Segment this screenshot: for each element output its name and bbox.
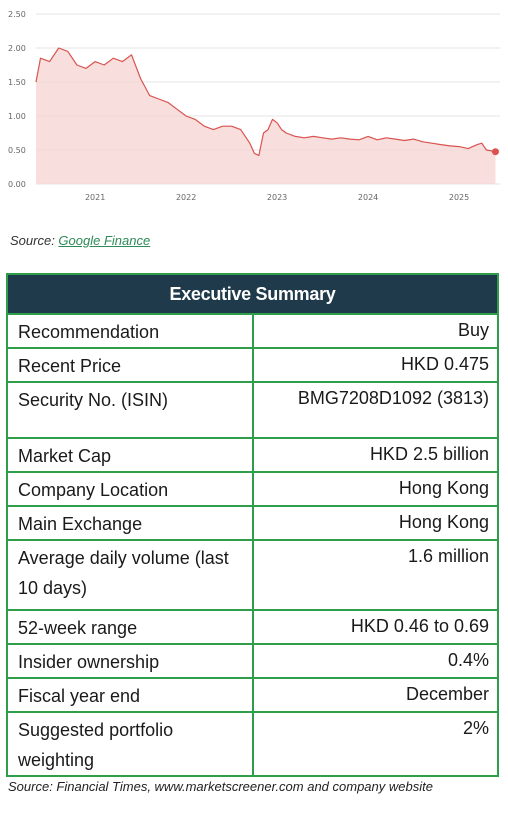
row-value-52-week-range: HKD 0.46 to 0.69 <box>251 609 499 645</box>
row-value-average-daily-volume: 1.6 million <box>251 539 499 611</box>
table-row: Security No. (ISIN) BMG7208D1092 (3813) <box>6 381 499 439</box>
row-value-insider-ownership: 0.4% <box>251 643 499 679</box>
row-label-company-location: Company Location <box>6 471 254 507</box>
price-line <box>35 47 496 156</box>
row-value-recent-price: HKD 0.475 <box>251 347 499 383</box>
last-price-marker <box>491 148 499 156</box>
table-row: Company Location Hong Kong <box>6 471 499 507</box>
row-label-portfolio-weighting: Suggested portfolio weighting <box>6 711 254 777</box>
price-chart-svg: 0.00 0.50 1.00 1.50 2.00 2.50 2021 2022 2023 2024… <box>8 10 500 202</box>
row-label-recommendation: Recommendation <box>6 313 254 349</box>
table-row: Main Exchange Hong Kong <box>6 505 499 541</box>
y-tick-label: 2.00 <box>8 44 26 53</box>
row-label-52-week-range: 52-week range <box>6 609 254 645</box>
y-tick-label: 0.00 <box>8 180 26 189</box>
row-label-main-exchange: Main Exchange <box>6 505 254 541</box>
table-row: 52-week range HKD 0.46 to 0.69 <box>6 609 499 645</box>
y-tick-label: 2.50 <box>8 10 26 19</box>
x-tick-label: 2021 <box>85 193 105 202</box>
row-label-average-daily-volume: Average daily volume (last 10 days) <box>6 539 254 611</box>
table-row: Recent Price HKD 0.475 <box>6 347 499 383</box>
row-value-company-location: Hong Kong <box>251 471 499 507</box>
row-label-recent-price: Recent Price <box>6 347 254 383</box>
x-tick-label: 2023 <box>267 193 287 202</box>
google-finance-link[interactable]: Google Finance <box>58 233 151 248</box>
y-tick-label: 1.50 <box>8 78 26 87</box>
y-tick-label: 1.00 <box>8 112 26 121</box>
y-tick-label: 0.50 <box>8 146 26 155</box>
x-tick-label: 2022 <box>176 193 196 202</box>
row-value-main-exchange: Hong Kong <box>251 505 499 541</box>
row-label-market-cap: Market Cap <box>6 437 254 473</box>
row-label-isin: Security No. (ISIN) <box>6 381 254 439</box>
chart-source: Source: Google Finance <box>10 233 150 248</box>
table-row: Market Cap HKD 2.5 billion <box>6 437 499 473</box>
price-chart: 0.00 0.50 1.00 1.50 2.00 2.50 2021 2022 2023 2024… <box>0 0 508 210</box>
table-row: Fiscal year end December <box>6 677 499 713</box>
table-row: Average daily volume (last 10 days) 1.6 … <box>6 539 499 611</box>
x-tick-label: 2025 <box>449 193 469 202</box>
price-area <box>36 48 496 184</box>
table-header: Executive Summary <box>6 273 499 315</box>
chart-source-prefix: Source: <box>10 233 59 248</box>
table-row: Recommendation Buy <box>6 313 499 349</box>
row-value-isin: BMG7208D1092 (3813) <box>251 381 499 439</box>
table-row: Suggested portfolio weighting 2% <box>6 711 499 777</box>
table-row: Insider ownership 0.4% <box>6 643 499 679</box>
row-value-market-cap: HKD 2.5 billion <box>251 437 499 473</box>
table-source: Source: Financial Times, www.marketscree… <box>8 779 433 794</box>
x-tick-label: 2024 <box>358 193 378 202</box>
executive-summary-table: Executive Summary Recommendation Buy Rec… <box>6 273 499 777</box>
row-value-recommendation: Buy <box>251 313 499 349</box>
row-value-portfolio-weighting: 2% <box>251 711 499 777</box>
row-label-insider-ownership: Insider ownership <box>6 643 254 679</box>
row-label-fiscal-year-end: Fiscal year end <box>6 677 254 713</box>
row-value-fiscal-year-end: December <box>251 677 499 713</box>
